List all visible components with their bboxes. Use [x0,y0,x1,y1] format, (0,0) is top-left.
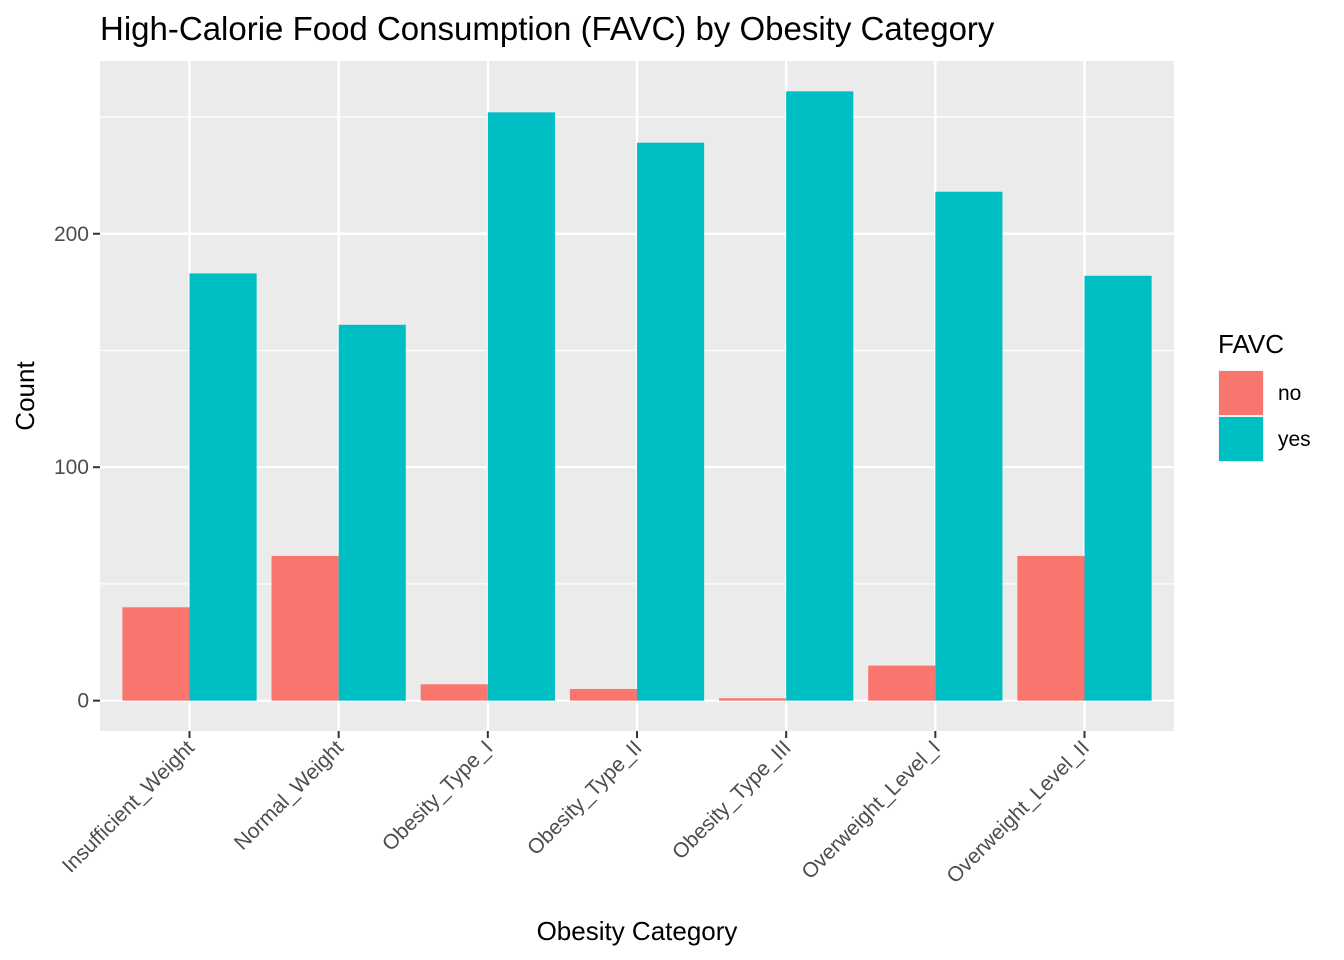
x-axis: Insufficient_Weight Normal_Weight Obesity_… [58,731,1094,888]
bars [122,91,1152,701]
bar-no-obesity_type_iii [719,698,787,701]
chart-title: High-Calorie Food Consumption (FAVC) by … [100,10,995,47]
bar-no-overweight_level_ii [1017,555,1085,701]
bar-yes-overweight_level_i [935,191,1003,701]
x-tick-label: Obesity_Type_II [523,736,647,860]
bar-no-obesity_type_ii [569,688,637,701]
bar-yes-obesity_type_i [487,112,555,701]
x-tick-label: Obesity_Type_I [378,736,497,855]
bar-no-overweight_level_i [868,665,936,701]
y-tick-label: 200 [54,223,89,246]
x-axis-title: Obesity Category [537,916,738,946]
x-tick-label: Obesity_Type_III [668,736,796,864]
x-tick-label: Insufficient_Weight [58,736,199,877]
y-axis: 0 100 200 [54,223,100,713]
bar-no-normal_weight [271,555,339,701]
y-axis-title: Count [10,361,40,431]
bar-no-insufficient_weight [122,607,190,701]
y-tick-label: 0 [77,690,89,713]
legend-label-yes: yes [1278,428,1311,451]
x-tick-label: Normal_Weight [230,736,348,854]
bar-yes-obesity_type_iii [786,91,854,701]
x-tick-label: Overweight_Level_I [797,736,945,884]
legend-label-no: no [1278,382,1301,405]
bar-yes-overweight_level_ii [1084,275,1152,701]
x-tick-label: Overweight_Level_II [942,736,1094,888]
legend-swatch-no [1219,371,1263,415]
legend-swatch-yes [1219,417,1263,461]
y-tick-label: 100 [54,456,89,479]
legend: FAVC no yes [1218,329,1311,462]
bar-yes-obesity_type_ii [637,142,705,701]
bar-yes-normal_weight [338,324,406,701]
legend-title: FAVC [1218,329,1284,359]
bar-yes-insufficient_weight [189,273,257,701]
bar-no-obesity_type_i [420,684,488,701]
